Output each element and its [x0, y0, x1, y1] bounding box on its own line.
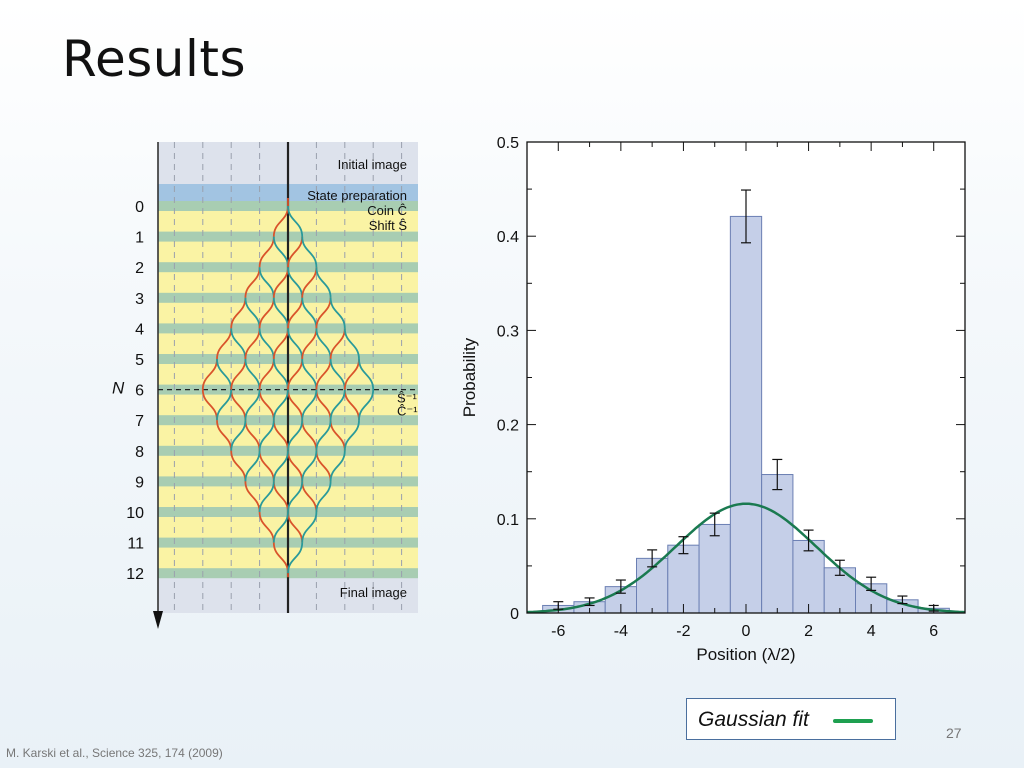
x-tick-label: -4 [614, 623, 628, 640]
probability-histogram: -6 -4 -2 0 2 4 6 0 0.1 0.2 0.3 0.4 0.5 Position (λ/2)… [460, 135, 966, 664]
error-bar [647, 549, 658, 568]
walk-path-segment [244, 450, 261, 482]
walk-path-segment [230, 420, 247, 451]
y-axis-label: Probability [460, 337, 479, 417]
error-bar [897, 595, 908, 605]
error-bar [866, 576, 877, 591]
step-label: 0 [135, 199, 144, 216]
y-tick-label: 0.3 [497, 323, 519, 340]
step-label: 5 [135, 352, 144, 369]
step-label: 10 [126, 505, 144, 522]
x-tick-label: -6 [551, 623, 565, 640]
step-label: 2 [135, 260, 144, 277]
walk-path-segment [287, 542, 304, 574]
error-bar [678, 536, 689, 555]
walk-path-segment [272, 450, 289, 482]
time-axis-arrow [153, 611, 163, 629]
walk-path-segment [301, 450, 318, 482]
walk-path-segment [358, 389, 375, 421]
walk-path-segment [258, 481, 275, 513]
citation: M. Karski et al., Science 325, 174 (2009… [6, 746, 223, 760]
walk-path-segment [287, 205, 304, 237]
walk-path-segment [343, 420, 360, 451]
step-label: 3 [135, 291, 144, 308]
walk-path-segment [329, 297, 346, 329]
walk-path-segment [287, 420, 304, 451]
legend-box: Gaussian fit [686, 698, 896, 740]
error-bar [584, 597, 595, 607]
label-final-image: Final image [340, 585, 407, 600]
x-tick-label: 4 [867, 623, 876, 640]
slide-title: Results [62, 30, 247, 88]
error-bar [834, 559, 845, 576]
x-tick-label: 2 [804, 623, 813, 640]
y-tick-label: 0 [510, 606, 519, 623]
histogram-bar [729, 215, 763, 614]
walk-path-segment [343, 328, 360, 360]
error-bar [615, 579, 626, 594]
label-coin-inverse: Ĉ⁻¹ [397, 404, 418, 419]
step-label: 6 [135, 383, 144, 400]
walk-path-segment [301, 389, 318, 421]
histogram-bar [698, 523, 731, 614]
label-shift-inverse: Ŝ⁻¹ [397, 391, 418, 406]
step-label: 7 [135, 413, 144, 430]
error-bar [772, 458, 783, 491]
step-label: 1 [135, 230, 144, 247]
walk-path-segment [301, 236, 318, 268]
step-label: 9 [135, 474, 144, 491]
page-number: 27 [946, 725, 962, 741]
histogram-bar [792, 539, 825, 614]
y-tick-label: 0.1 [497, 512, 519, 529]
label-state-preparation: State preparation [307, 188, 407, 203]
walk-path-segment [329, 450, 346, 482]
y-tick-label: 0.5 [497, 135, 519, 152]
error-bar [709, 512, 720, 537]
legend-line-swatch [833, 719, 873, 723]
error-bar [803, 529, 814, 552]
walk-path-segment [329, 389, 346, 421]
y-tick-label: 0.4 [497, 229, 519, 246]
walk-path-segment [287, 481, 304, 513]
walk-path-segment [272, 389, 289, 421]
x-axis-label: Position (λ/2) [696, 645, 795, 664]
y-tick-label: 0.2 [497, 418, 519, 435]
legend-label: Gaussian fit [698, 708, 809, 731]
label-coin: Coin Ĉ [367, 203, 407, 218]
step-label: 8 [135, 444, 144, 461]
step-label: 4 [135, 321, 144, 338]
walk-path-segment [315, 420, 332, 451]
walk-path-segment [358, 358, 375, 390]
error-bar [741, 189, 751, 244]
walk-path-segment [315, 481, 332, 513]
walk-path-segment [258, 420, 275, 451]
step-label: 12 [126, 566, 144, 583]
walk-path-segment [315, 267, 332, 298]
label-shift: Shift Ŝ [369, 218, 408, 233]
walk-path-segment [244, 389, 261, 421]
step-label: 11 [127, 536, 144, 553]
x-tick-label: 0 [742, 623, 751, 640]
label-initial-image: Initial image [338, 157, 407, 172]
walk-path-segment [301, 511, 318, 543]
walk-path-segment [216, 389, 233, 421]
gaussian-fit-curve [526, 502, 966, 614]
axis-label-n: N [112, 379, 125, 398]
histogram-bar [667, 544, 700, 614]
x-tick-label: -2 [676, 623, 690, 640]
histogram-bar [761, 474, 794, 614]
walk-paths [201, 198, 375, 578]
x-tick-label: 6 [929, 623, 938, 640]
walk-path-segment [272, 511, 289, 543]
